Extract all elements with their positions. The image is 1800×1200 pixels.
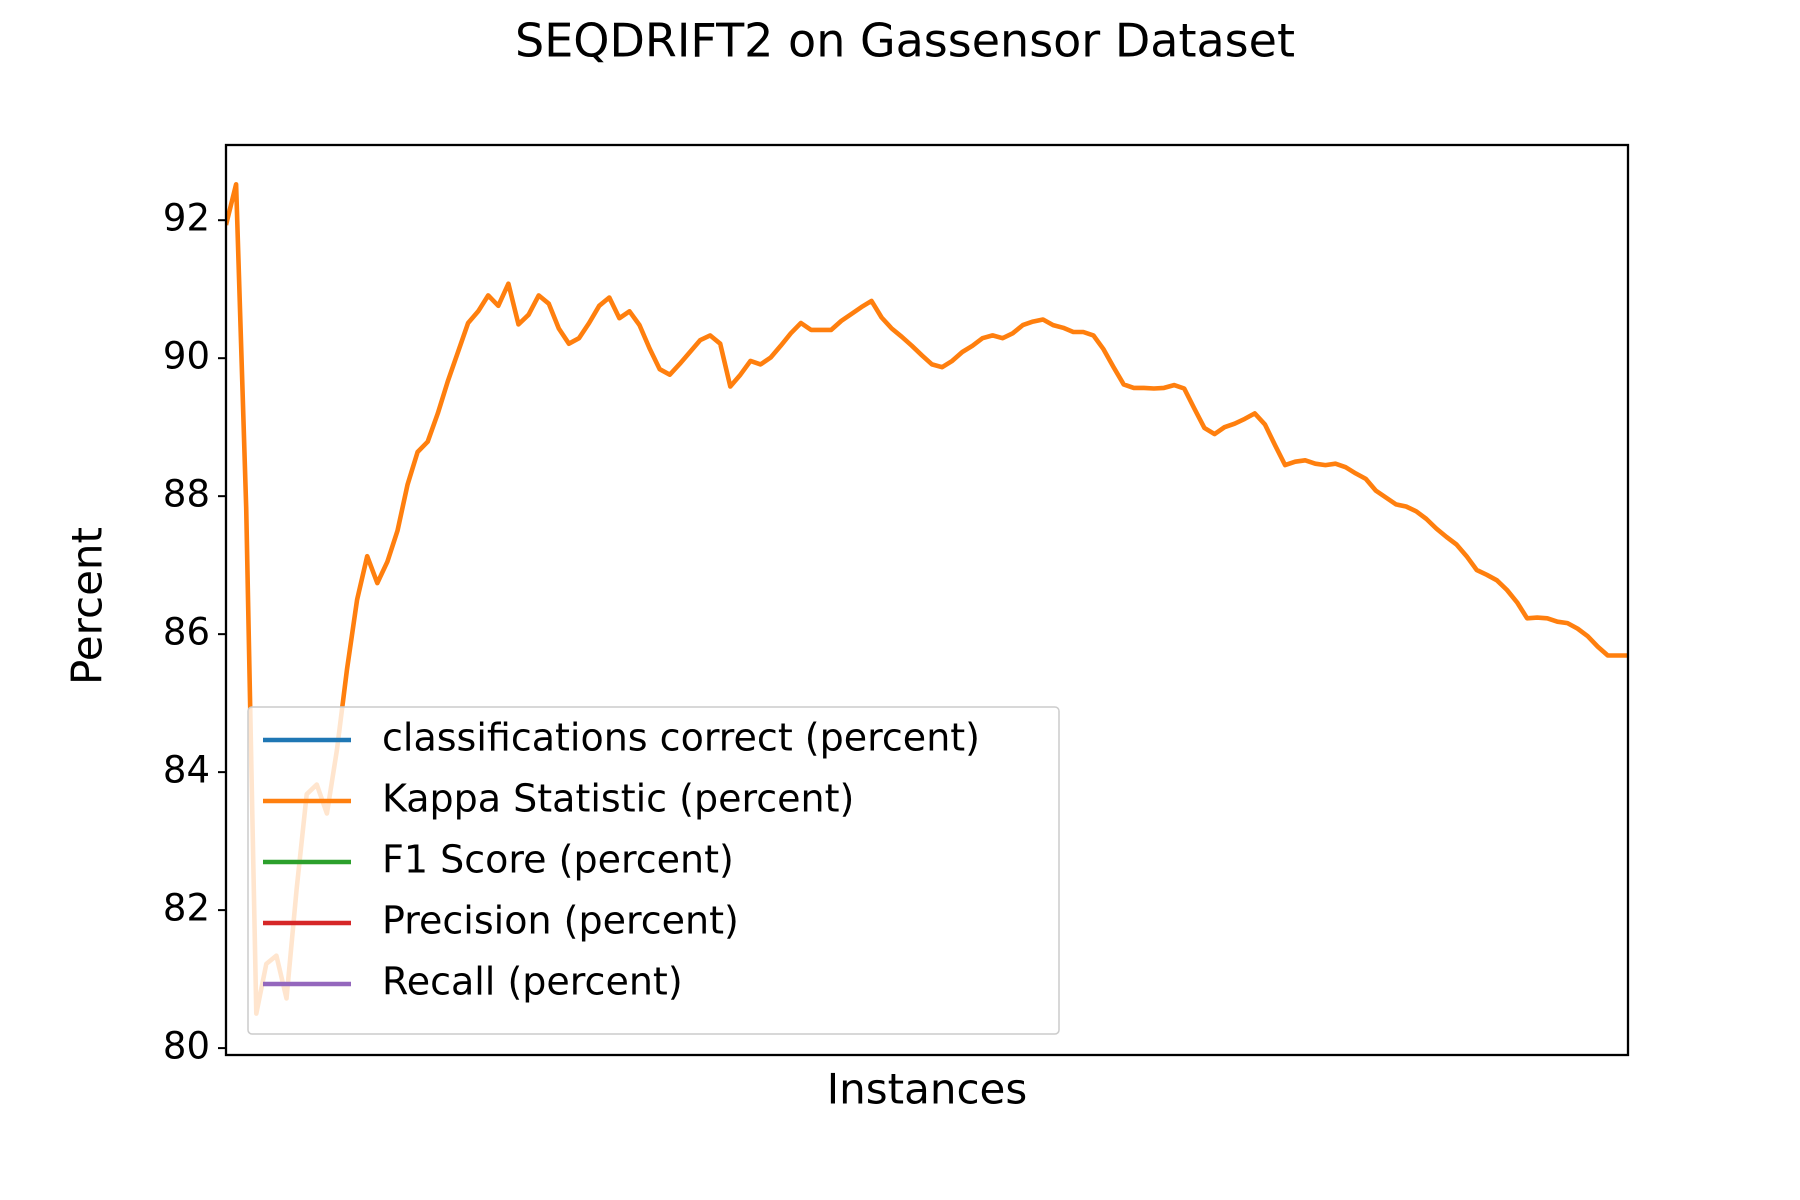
legend-label: Precision (percent) [382,899,739,943]
legend-label: Recall (percent) [382,960,683,1004]
plot-frame [224,143,1630,1057]
y-tick-label: 90 [163,335,210,378]
legend-label: classifications correct (percent) [382,716,980,760]
legend-label: F1 Score (percent) [382,838,734,882]
y-tick-label: 92 [163,197,210,240]
y-tick-label: 80 [163,1025,210,1068]
y-tick-label: 88 [163,473,210,516]
legend-box [247,706,1060,1035]
y-tick-label: 86 [163,611,210,654]
legend-label: Kappa Statistic (percent) [382,777,854,821]
chart-title: SEQDRIFT2 on Gassensor Dataset [515,14,1295,68]
y-tick-label: 82 [163,887,210,930]
series-line [226,182,1628,1016]
y-axis-label: Percent [63,527,112,685]
x-axis-label: Instances [827,1065,1028,1114]
y-tick-label: 84 [163,749,210,792]
